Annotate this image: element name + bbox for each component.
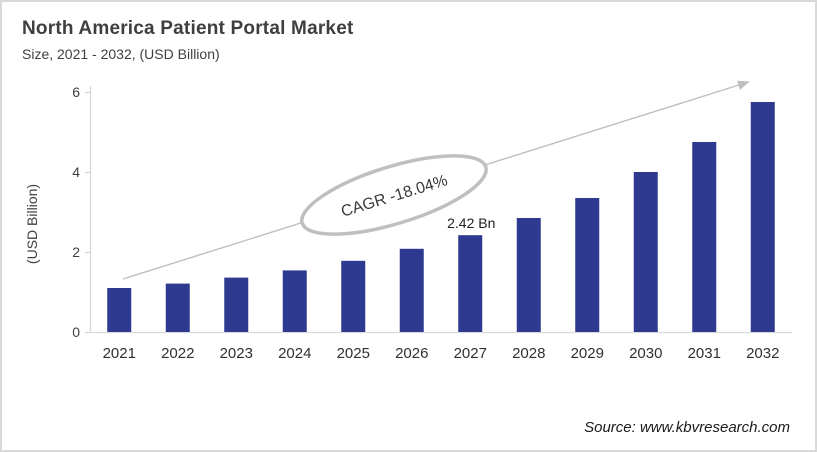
y-tick-label-4: 4 <box>72 164 80 180</box>
bar-2023 <box>224 277 249 332</box>
x-label-2022: 2022 <box>161 345 194 362</box>
x-label-2025: 2025 <box>337 345 370 362</box>
bar-2026 <box>399 248 424 332</box>
bar-2032 <box>750 102 775 332</box>
x-label-2030: 2030 <box>629 345 662 362</box>
bar-2028 <box>516 218 541 332</box>
bar-2021 <box>107 288 132 332</box>
bar-2031 <box>692 142 717 332</box>
bar-2030 <box>633 172 658 332</box>
bar-2027 <box>458 235 483 332</box>
chart-title: North America Patient Portal Market <box>22 18 354 39</box>
y-tick-label-6: 6 <box>72 84 80 100</box>
chart-subtitle: Size, 2021 - 2032, (USD Billion) <box>22 46 220 62</box>
x-label-2027: 2027 <box>454 345 487 362</box>
bar-2022 <box>165 283 190 332</box>
trend-arrow-head-icon <box>737 80 750 90</box>
x-label-2029: 2029 <box>571 345 604 362</box>
x-label-2031: 2031 <box>688 345 721 362</box>
x-label-2024: 2024 <box>278 345 311 362</box>
x-label-2026: 2026 <box>395 345 428 362</box>
bar-value-label: 2.42 Bn <box>447 215 495 231</box>
cagr-badge: CAGR -18.04% <box>300 154 488 236</box>
bar-2025 <box>341 260 366 332</box>
cagr-ellipse <box>300 154 488 236</box>
bar-2029 <box>575 198 600 332</box>
trend-annotation-group: CAGR -18.04% <box>122 80 750 280</box>
x-label-2032: 2032 <box>746 345 779 362</box>
y-axis-title: (USD Billion) <box>24 184 40 264</box>
source-text: Source: www.kbvresearch.com <box>584 419 790 436</box>
x-label-2021: 2021 <box>103 345 136 362</box>
x-label-2023: 2023 <box>220 345 253 362</box>
x-label-2028: 2028 <box>512 345 545 362</box>
bar-2024 <box>282 270 307 332</box>
y-tick-label-2: 2 <box>72 244 80 260</box>
y-tick-label-0: 0 <box>72 324 80 340</box>
plot-area: 0 2 4 6 2021 2022 2023 2024 2025 2026 2027 2028 2029… <box>72 84 792 362</box>
